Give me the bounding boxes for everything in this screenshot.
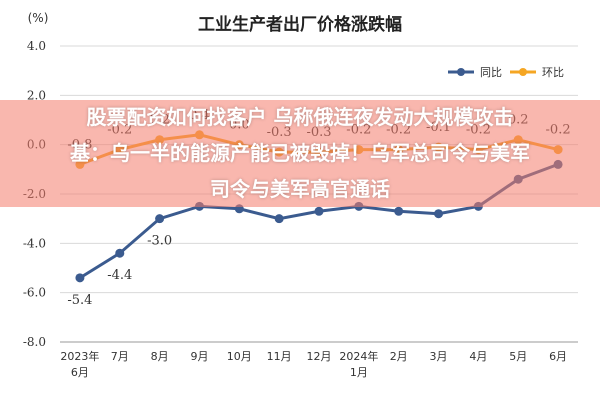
data-point-yoy bbox=[155, 214, 165, 224]
y-axis-unit-label: (%) bbox=[28, 11, 49, 25]
x-tick-label: 4月 bbox=[469, 350, 487, 363]
data-label-yoy: -4.4 bbox=[107, 268, 132, 283]
y-tick-label: 2.0 bbox=[27, 88, 46, 102]
legend-label: 同比 bbox=[480, 66, 502, 79]
x-tick-label: 7月 bbox=[111, 350, 129, 363]
legend-marker bbox=[519, 68, 527, 76]
x-tick-label: 10月 bbox=[227, 350, 252, 363]
data-point-yoy bbox=[274, 214, 284, 224]
x-tick-label: 5月 bbox=[509, 350, 527, 363]
headline-line-1[interactable]: 股票配资如何找客户 乌称俄连夜发动大规模攻击 bbox=[86, 105, 514, 129]
x-tick-label: 6月 bbox=[549, 350, 567, 363]
data-point-yoy bbox=[115, 248, 125, 258]
news-headline-overlay[interactable]: 股票配资如何找客户 乌称俄连夜发动大规模攻击 基：乌一半的能源产能已被毁掉！乌军… bbox=[0, 100, 600, 207]
legend: 同比 环比 bbox=[448, 66, 564, 79]
chart-title: 工业生产者出厂价格涨跌幅 bbox=[198, 14, 402, 35]
x-tick-label: 2月 bbox=[390, 350, 408, 363]
x-tick-label: 3月 bbox=[430, 350, 448, 363]
y-tick-label: -8.0 bbox=[23, 335, 46, 349]
legend-label: 环比 bbox=[542, 66, 564, 79]
data-point-yoy bbox=[75, 273, 85, 283]
data-point-yoy bbox=[394, 206, 404, 216]
headline-line-3[interactable]: 司令与美军高官通话 bbox=[210, 177, 390, 201]
legend-marker bbox=[457, 68, 465, 76]
data-point-yoy bbox=[314, 206, 324, 216]
data-point-yoy bbox=[434, 209, 444, 219]
y-tick-label: 4.0 bbox=[27, 39, 46, 53]
x-tick-label: 12月 bbox=[307, 350, 332, 363]
x-tick-label: 2023年 6月 bbox=[60, 349, 99, 379]
x-tick-label: 9月 bbox=[190, 350, 208, 363]
y-tick-label: -6.0 bbox=[23, 286, 46, 300]
data-label-yoy: -5.4 bbox=[67, 293, 92, 308]
x-tick-label: 11月 bbox=[267, 350, 292, 363]
x-tick-label: 8月 bbox=[151, 350, 169, 363]
x-tick-label: 2024年 1月 bbox=[339, 349, 378, 379]
headline-line-2[interactable]: 基：乌一半的能源产能已被毁掉！乌军总司令与美军 bbox=[70, 141, 530, 165]
grid-layer: 4.02.00.0-2.0-4.0-6.0-8.02023年6月7月8月9月10… bbox=[23, 39, 578, 379]
data-label-yoy: -3.0 bbox=[147, 234, 172, 249]
y-tick-label: -4.0 bbox=[23, 236, 46, 250]
